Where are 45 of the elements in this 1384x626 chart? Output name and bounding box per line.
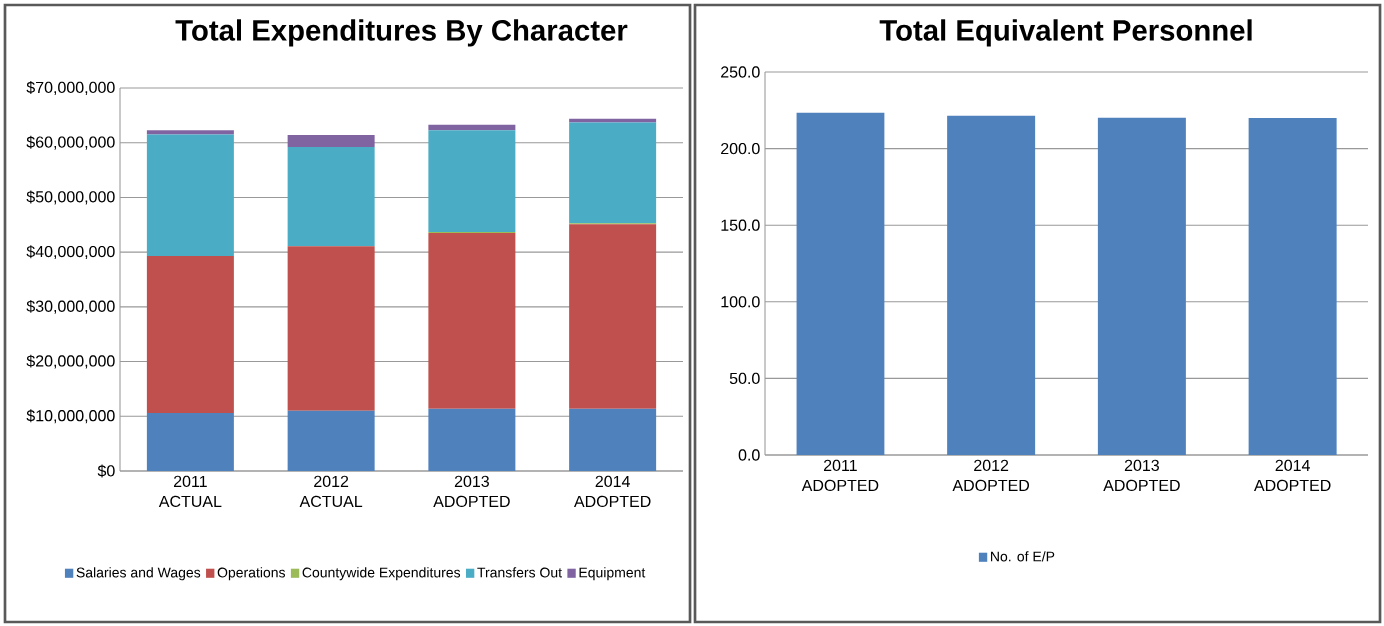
x-tick-label: 2012 ACTUAL: [299, 475, 363, 508]
bar: [428, 124, 516, 131]
y-tick-label: $40,000,000: [26, 245, 115, 260]
x-tick-label: 2014 ADOPTED: [573, 475, 651, 508]
bar: [146, 130, 234, 135]
y-tick-label: 100.0: [721, 296, 760, 308]
bar: [569, 408, 657, 471]
chart-title: Total Expenditures By Character: [175, 19, 628, 47]
bar: [428, 130, 516, 232]
x-tick-label: 2011 ADOPTED: [801, 459, 879, 492]
legend-label: Operations: [217, 567, 286, 581]
y-tick-label: 150.0: [721, 219, 760, 231]
y-tick-label: $30,000,000: [26, 299, 115, 314]
x-tick-label: 2012 ADOPTED: [952, 459, 1030, 492]
bar: [287, 246, 375, 411]
y-tick-label: $0: [97, 464, 115, 478]
bar: [287, 410, 375, 471]
y-tick-label: $10,000,000: [26, 409, 115, 424]
bar: [146, 134, 234, 256]
y-tick-label: $20,000,000: [26, 354, 115, 369]
bar: [428, 408, 516, 471]
bar: [569, 122, 657, 224]
bar: [287, 135, 375, 148]
legend-label: No. of E/P: [991, 551, 1055, 562]
x-tick-label: 2011 ACTUAL: [158, 475, 222, 508]
y-tick-label: $70,000,000: [26, 81, 115, 95]
legend-label: Equipment: [579, 567, 646, 581]
y-tick-label: $50,000,000: [26, 190, 115, 205]
x-tick-label: 2013 ADOPTED: [433, 475, 510, 508]
y-tick-label: 200.0: [721, 142, 760, 155]
x-tick-label: 2013 ADOPTED: [1103, 459, 1180, 492]
y-tick-label: 0.0: [738, 449, 760, 461]
x-tick-label: 2014 ADOPTED: [1253, 459, 1331, 492]
bar: [287, 147, 375, 247]
legend-label: Salaries and Wages: [76, 567, 201, 581]
bar: [569, 224, 657, 409]
y-tick-label: $60,000,000: [26, 135, 115, 150]
y-tick-label: 250.0: [721, 66, 760, 78]
y-tick-label: 50.0: [729, 372, 760, 385]
chart-title: Total Equivalent Personnel: [879, 19, 1252, 47]
bar: [146, 413, 234, 471]
legend-label: Countywide Expenditures: [302, 567, 461, 581]
legend-label: Transfers Out: [477, 567, 562, 578]
bar: [428, 232, 516, 409]
bar: [146, 255, 234, 413]
